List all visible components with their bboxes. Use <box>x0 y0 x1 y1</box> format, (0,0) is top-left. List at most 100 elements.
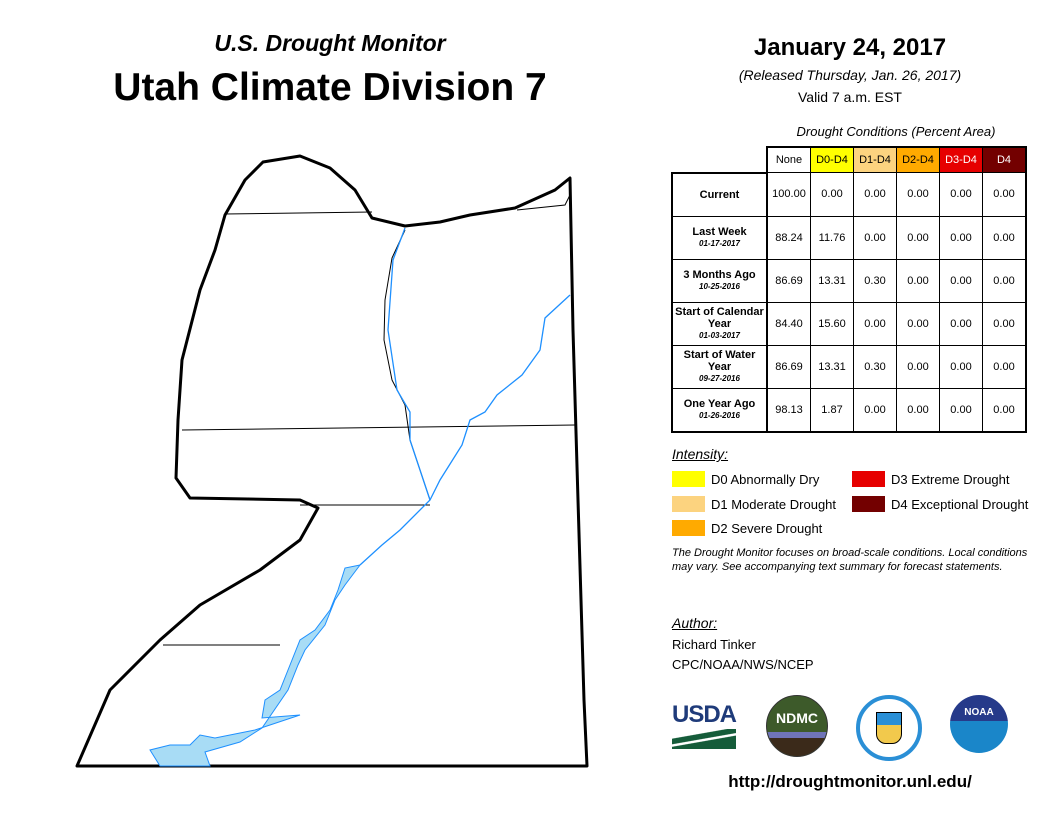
row-date: 09-27-2016 <box>699 373 740 383</box>
table-cell: 0.00 <box>939 301 983 346</box>
noaa-logo: NOAA <box>950 695 1008 753</box>
legend-swatch <box>852 471 885 487</box>
table-cell: 0.00 <box>896 387 940 433</box>
table-cell: 0.00 <box>939 387 983 433</box>
legend-label: D0 Abnormally Dry <box>711 471 820 487</box>
table-row: Current 100.00 0.00 0.00 0.00 0.00 0.00 <box>671 172 1027 217</box>
author-heading: Author: <box>672 615 718 631</box>
row-date: 10-25-2016 <box>699 281 740 291</box>
table-cell: 0.00 <box>810 172 854 217</box>
table-cell: 0.00 <box>939 258 983 303</box>
disclaimer-note: The Drought Monitor focuses on broad-sca… <box>672 547 1028 573</box>
map-date: January 24, 2017 <box>753 34 947 61</box>
subtitle: U.S. Drought Monitor <box>214 30 446 56</box>
table-cell: 86.69 <box>766 344 811 389</box>
table-cell: 84.40 <box>766 301 811 346</box>
legend-item-d0: D0 Abnormally Dry <box>672 471 819 487</box>
row-date: 01-17-2017 <box>699 238 740 248</box>
table-cell: 0.00 <box>896 258 940 303</box>
table-row: One Year Ago 01-26-2016 98.13 1.87 0.00 0.00 0… <box>671 387 1027 433</box>
drought-conditions-table: None D0-D4 D1-D4 D2-D4 D3-D4 D4 Current 100.00 0… <box>671 146 1027 433</box>
author-org: CPC/NOAA/NWS/NCEP <box>672 657 814 672</box>
table-cell: 1.87 <box>810 387 854 433</box>
row-label: 3 Months Ago 10-25-2016 <box>671 258 768 303</box>
division-map <box>75 154 589 768</box>
row-label-text: Start of Calendar Year <box>675 305 764 330</box>
row-label-text: One Year Ago <box>683 397 756 410</box>
row-label: Start of Calendar Year 01-03-2017 <box>671 301 768 346</box>
column-header: D4 <box>982 146 1027 173</box>
legend-swatch <box>852 496 885 512</box>
column-header: D3-D4 <box>939 146 983 173</box>
map-title: Utah Climate Division 7 <box>113 66 547 109</box>
table-cell: 0.00 <box>982 344 1027 389</box>
table-cell: 0.00 <box>896 215 940 260</box>
valid-time: Valid 7 a.m. EST <box>797 89 902 105</box>
blank-cell <box>672 147 767 174</box>
table-cell: 0.00 <box>939 172 983 217</box>
row-label-text: Start of Water Year <box>683 348 756 373</box>
legend-swatch <box>672 520 705 536</box>
legend-swatch <box>672 471 705 487</box>
table-cell: 0.00 <box>853 387 897 433</box>
lake-powell <box>149 564 362 767</box>
table-row: Last Week 01-17-2017 88.24 11.76 0.00 0.00 0.0… <box>671 215 1027 260</box>
legend-item-d1: D1 Moderate Drought <box>672 496 836 512</box>
table-cell: 11.76 <box>810 215 854 260</box>
table-header-row: None D0-D4 D1-D4 D2-D4 D3-D4 D4 <box>672 146 1027 174</box>
table-cell: 0.00 <box>939 344 983 389</box>
column-header: D1-D4 <box>853 146 897 173</box>
usda-logo-text: USDA <box>672 701 737 728</box>
table-cell: 0.00 <box>982 301 1027 346</box>
table-cell: 86.69 <box>766 258 811 303</box>
table-cell: 0.30 <box>853 258 897 303</box>
row-label: Current <box>671 172 768 217</box>
table-cell: 13.31 <box>810 344 854 389</box>
table-cell: 0.00 <box>939 215 983 260</box>
legend-swatch <box>672 496 705 512</box>
column-header: D0-D4 <box>810 146 854 173</box>
legend-label: D3 Extreme Drought <box>891 471 1010 487</box>
table-cell: 0.00 <box>853 215 897 260</box>
table-row: Start of Calendar Year 01-03-2017 84.40 15.… <box>671 301 1027 346</box>
table-cell: 0.00 <box>982 258 1027 303</box>
row-label: One Year Ago 01-26-2016 <box>671 387 768 433</box>
row-label: Last Week 01-17-2017 <box>671 215 768 260</box>
legend-label: D1 Moderate Drought <box>711 496 837 512</box>
table-cell: 0.00 <box>982 172 1027 217</box>
legend-title: Intensity: <box>672 446 729 462</box>
legend-item-d4: D4 Exceptional Drought <box>852 496 1028 512</box>
row-date: 01-03-2017 <box>699 330 740 340</box>
table-cell: 15.60 <box>810 301 854 346</box>
ndmc-logo: NDMC <box>766 695 828 757</box>
table-cell: 0.00 <box>853 301 897 346</box>
row-date: 01-26-2016 <box>699 410 740 420</box>
row-label-text: 3 Months Ago <box>683 268 756 281</box>
table-cell: 88.24 <box>766 215 811 260</box>
table-cell: 0.00 <box>896 172 940 217</box>
table-cell: 13.31 <box>810 258 854 303</box>
table-cell: 0.00 <box>982 387 1027 433</box>
column-header: D2-D4 <box>896 146 940 173</box>
row-label-text: Last Week <box>692 225 747 238</box>
website-link[interactable]: http://droughtmonitor.unl.edu/ <box>728 772 972 791</box>
legend-item-d3: D3 Extreme Drought <box>852 471 1010 487</box>
author-name: Richard Tinker <box>672 637 756 652</box>
division-outline <box>75 154 589 768</box>
usda-logo: USDA <box>672 695 737 749</box>
legend-label: D4 Exceptional Drought <box>891 496 1029 512</box>
table-cell: 0.00 <box>896 344 940 389</box>
legend-item-d2: D2 Severe Drought <box>672 520 822 536</box>
ndmc-logo-text: NDMC <box>776 710 818 726</box>
commerce-seal <box>856 695 922 761</box>
table-cell: 0.00 <box>982 215 1027 260</box>
rivers <box>359 227 571 566</box>
release-date: (Released Thursday, Jan. 26, 2017) <box>738 67 962 83</box>
table-cell: 98.13 <box>766 387 811 433</box>
column-header: None <box>766 146 811 173</box>
table-cell: 100.00 <box>766 172 811 217</box>
noaa-logo-text: NOAA <box>964 707 994 718</box>
row-label-text: Current <box>699 188 740 201</box>
table-row: Start of Water Year 09-27-2016 86.69 13.31 0… <box>671 344 1027 389</box>
